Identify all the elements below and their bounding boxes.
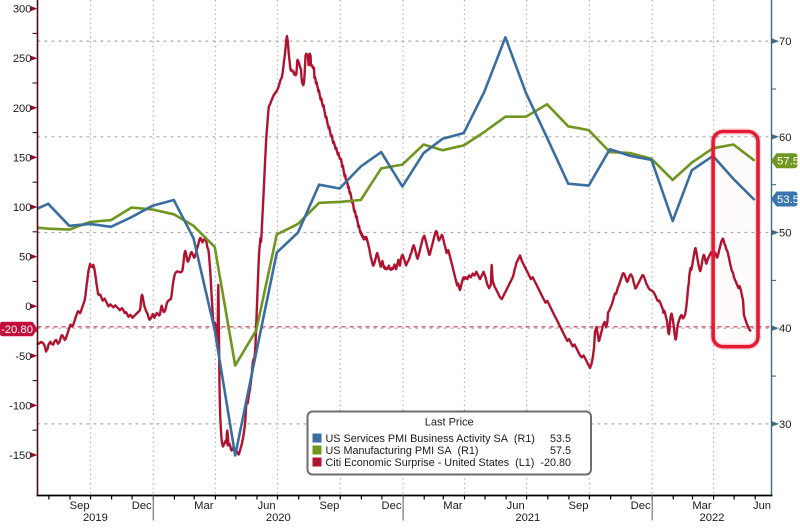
svg-text:Dec: Dec	[631, 500, 651, 512]
svg-text:Dec: Dec	[132, 500, 152, 512]
svg-text:-150: -150	[9, 450, 31, 462]
svg-text:200: 200	[13, 103, 32, 115]
svg-text:US Services PMI Business Activ: US Services PMI Business Activity SA (R1…	[326, 433, 535, 445]
svg-text:300: 300	[13, 4, 32, 16]
svg-text:Mar: Mar	[692, 500, 712, 512]
svg-text:30: 30	[779, 419, 791, 431]
svg-text:-100: -100	[9, 400, 31, 412]
svg-text:Dec: Dec	[382, 500, 402, 512]
svg-text:100: 100	[13, 202, 32, 214]
svg-text:Sep: Sep	[319, 500, 339, 512]
svg-text:Citi Economic Surprise - Unite: Citi Economic Surprise - United States (…	[326, 457, 535, 469]
svg-text:250: 250	[13, 53, 32, 65]
svg-text:53.5: 53.5	[777, 194, 799, 206]
svg-text:2019: 2019	[83, 512, 108, 523]
svg-text:0: 0	[25, 301, 31, 313]
svg-text:60: 60	[779, 132, 791, 144]
svg-text:70: 70	[779, 36, 791, 48]
svg-text:50: 50	[19, 252, 31, 264]
svg-text:57.5: 57.5	[550, 445, 571, 457]
svg-text:-50: -50	[15, 351, 31, 363]
svg-text:2020: 2020	[266, 512, 291, 523]
svg-text:-20.80: -20.80	[540, 457, 571, 469]
svg-text:Jun: Jun	[258, 500, 276, 512]
svg-text:-20.80: -20.80	[1, 324, 33, 336]
svg-text:Sep: Sep	[569, 500, 589, 512]
svg-text:Last Price: Last Price	[425, 417, 474, 429]
svg-text:Jun: Jun	[507, 500, 525, 512]
svg-text:53.5: 53.5	[550, 433, 571, 445]
svg-text:Mar: Mar	[443, 500, 463, 512]
svg-text:57.5: 57.5	[777, 156, 799, 168]
svg-text:50: 50	[779, 228, 791, 240]
svg-text:40: 40	[779, 323, 791, 335]
svg-text:US Manufacturing PMI SA (R1): US Manufacturing PMI SA (R1)	[326, 445, 479, 457]
svg-text:Sep: Sep	[70, 500, 90, 512]
svg-text:Jun: Jun	[753, 500, 771, 512]
svg-text:Mar: Mar	[194, 500, 214, 512]
svg-text:2021: 2021	[515, 512, 540, 523]
svg-text:150: 150	[13, 152, 32, 164]
svg-text:2022: 2022	[700, 512, 725, 523]
